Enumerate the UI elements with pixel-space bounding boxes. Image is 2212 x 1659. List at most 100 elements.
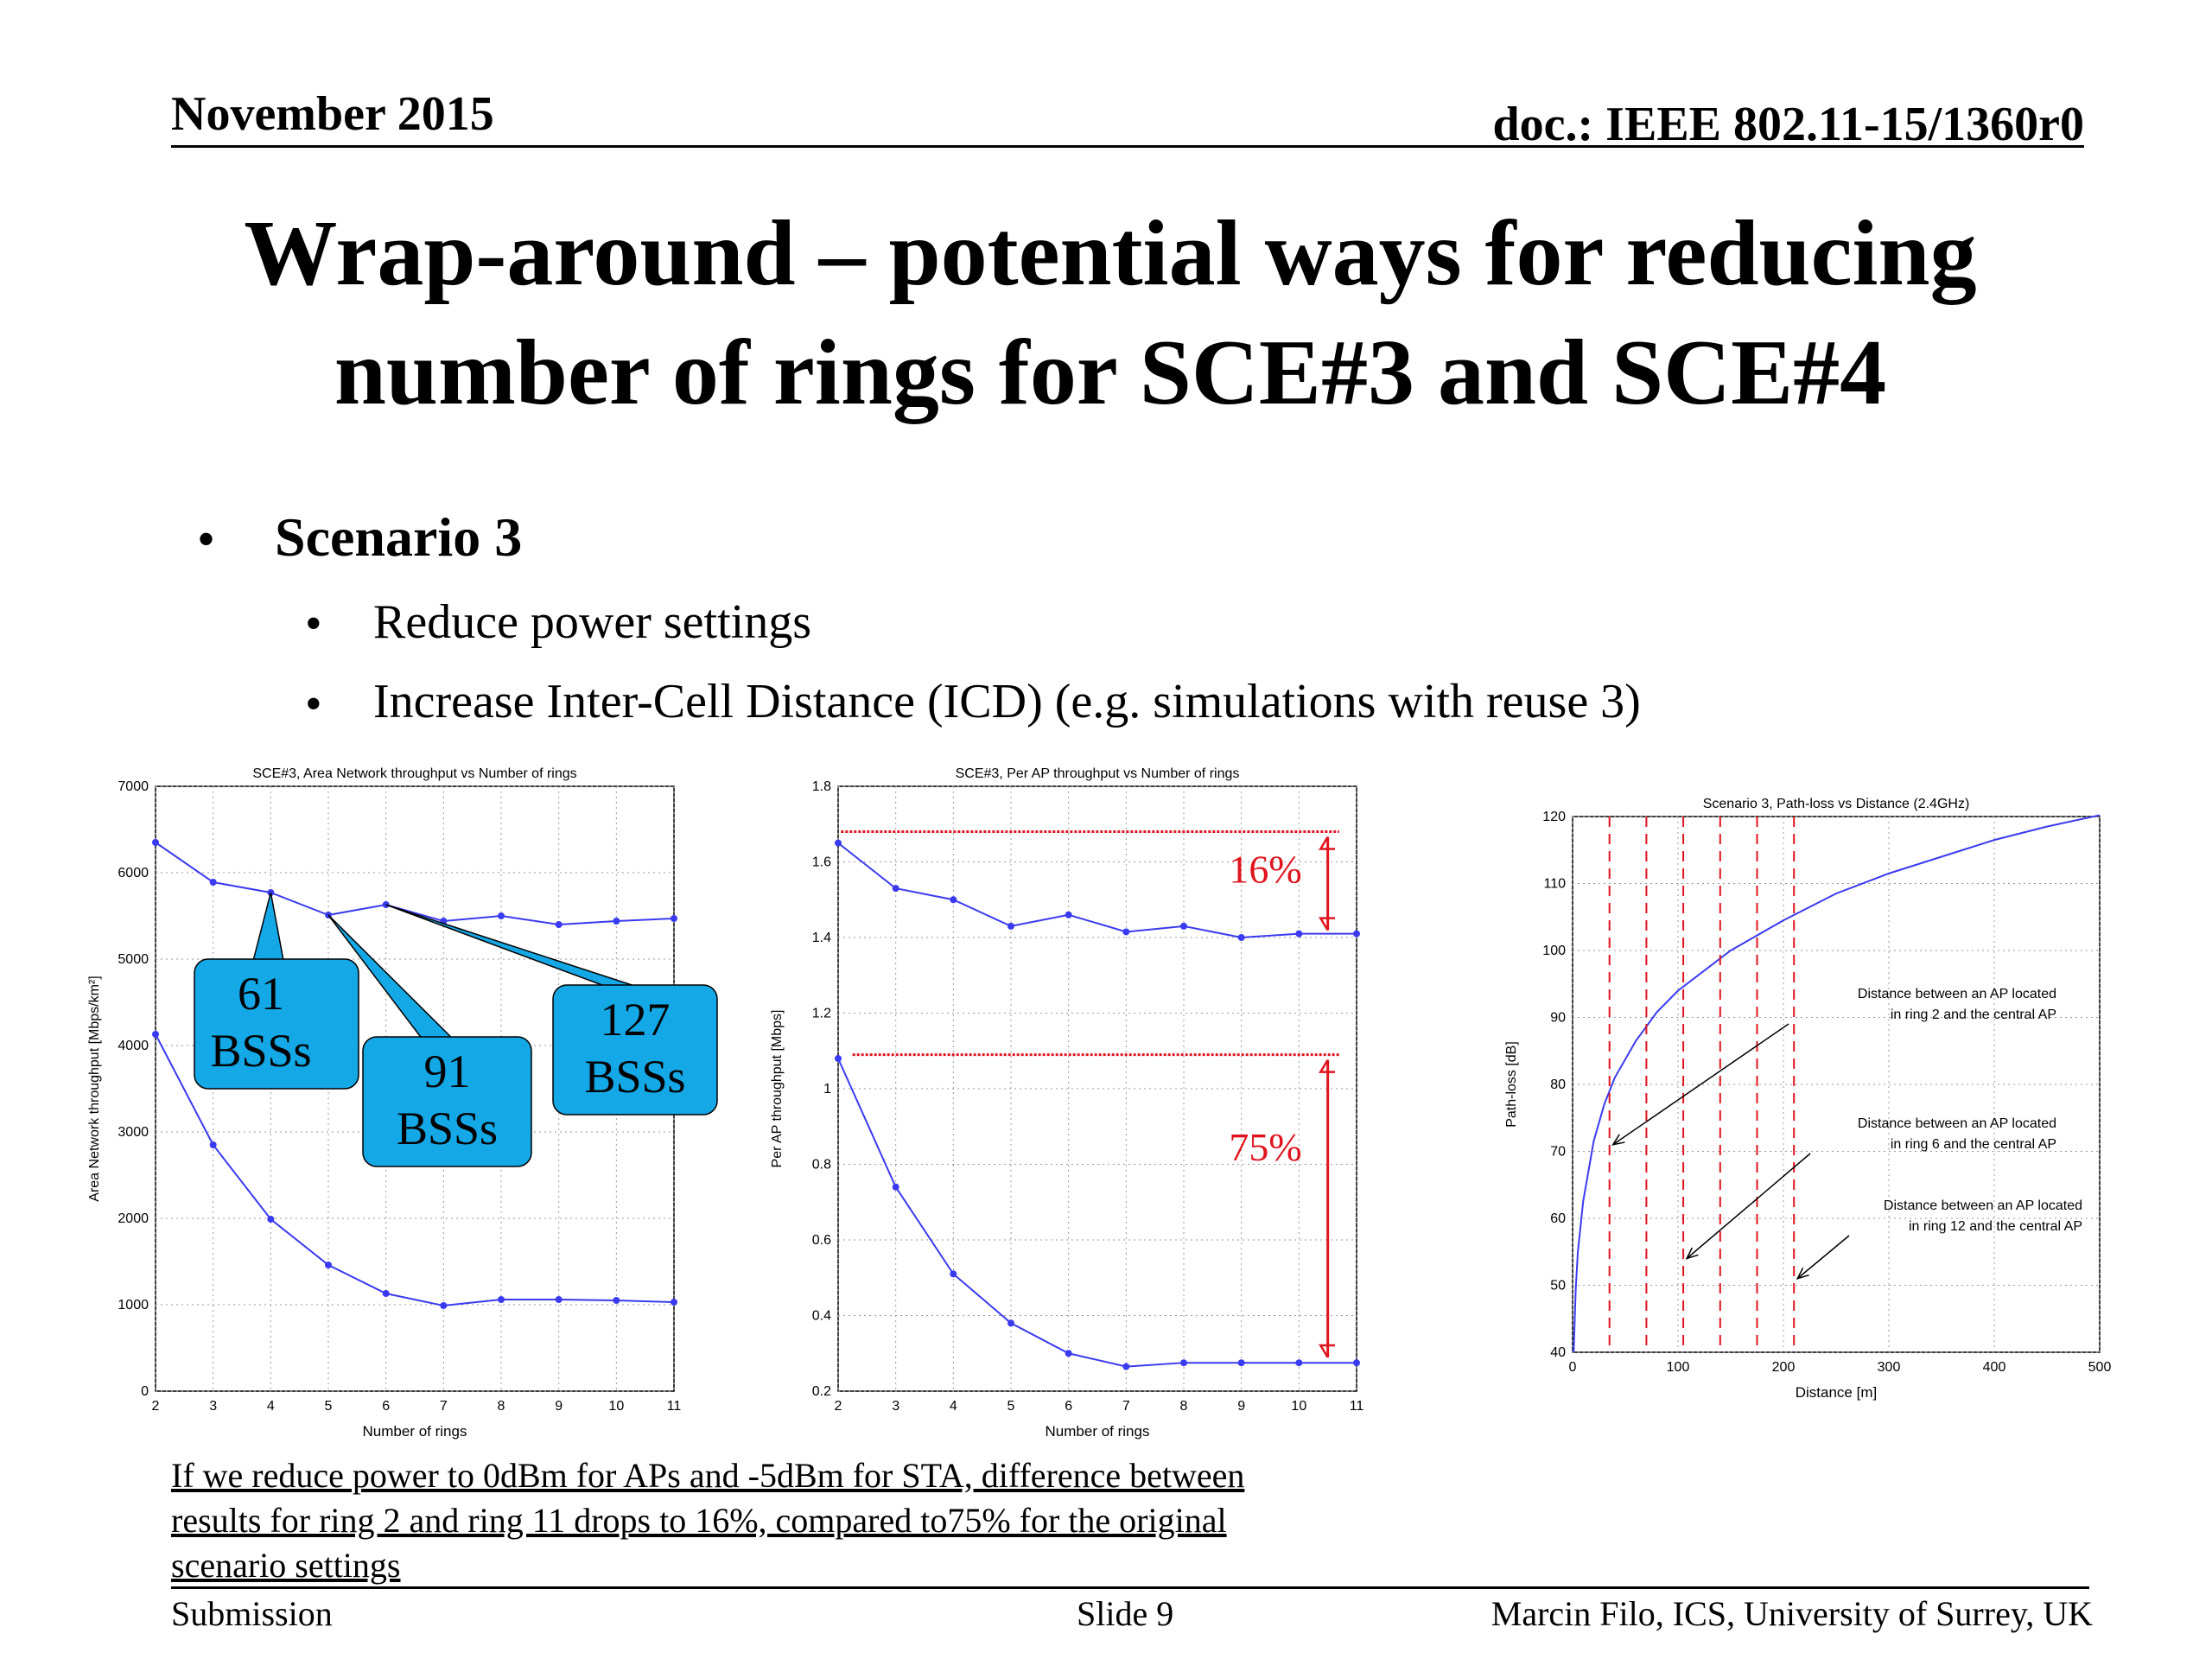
c2-y-axis-label: Per AP throughput [Mbps]	[770, 1010, 785, 1168]
c3-y-tick-label: 60	[1550, 1211, 1566, 1226]
c1-x-tick-label: 5	[325, 1399, 333, 1414]
footer-author: Marcin Filo, ICS, University of Surrey, …	[1491, 1594, 2093, 1633]
c2-data-point	[1007, 1319, 1014, 1327]
callout-label: BSSs	[210, 1025, 311, 1077]
c3-title: Scenario 3, Path-loss vs Distance (2.4GH…	[1703, 797, 1970, 811]
c2-data-point	[1180, 1359, 1187, 1367]
c2-y-tick-label: 1	[823, 1082, 831, 1096]
c1-x-tick-label: 6	[382, 1399, 390, 1414]
c1-data-point	[613, 918, 620, 925]
c1-data-point	[613, 1297, 620, 1304]
c1-data-point	[152, 839, 159, 846]
c2-data-point	[892, 885, 899, 893]
c1-x-tick-label: 2	[152, 1399, 160, 1414]
c1-data-point	[209, 879, 217, 886]
c1-y-tick-label: 3000	[118, 1125, 149, 1140]
arrow-head-up	[1319, 1058, 1336, 1073]
c3-x-tick-label: 400	[1983, 1360, 2006, 1375]
arrow-head	[1685, 1247, 1699, 1260]
c3-y-tick-label: 120	[1542, 810, 1566, 824]
c1-y-tick-label: 2000	[118, 1211, 149, 1226]
c3-x-tick-label: 0	[1569, 1360, 1577, 1375]
c1-x-tick-label: 3	[209, 1399, 217, 1414]
c3-x-tick-label: 100	[1667, 1360, 1690, 1375]
c3-series-line-1	[1573, 814, 2101, 1353]
c3-x-tick-label: 200	[1772, 1360, 1796, 1375]
c1-series-line-2	[155, 1033, 675, 1307]
path-loss-annotation-text: Distance between an AP located	[1884, 1198, 2082, 1213]
c1-x-tick-label: 4	[267, 1399, 275, 1414]
c1-data-point	[671, 1299, 677, 1306]
arrow-head-down	[1319, 1344, 1336, 1358]
c1-y-axis-label: Area Network throughput [Mbps/km²]	[87, 976, 102, 1201]
c2-data-point	[1122, 928, 1130, 936]
c2-x-tick-label: 2	[835, 1399, 842, 1414]
arrow-head-down	[1319, 917, 1336, 931]
path-loss-annotation-text: Distance between an AP located	[1858, 987, 2056, 1001]
c1-x-tick-label: 9	[555, 1399, 563, 1414]
c3-y-tick-label: 70	[1550, 1145, 1566, 1160]
callout-label: BSSs	[584, 1051, 685, 1103]
path-loss-annotation-arrow	[1612, 1023, 1789, 1146]
c3-y-tick-label: 40	[1550, 1345, 1566, 1360]
c2-x-tick-label: 11	[1350, 1399, 1364, 1414]
callout-box	[552, 984, 718, 1116]
c1-data-point	[152, 1031, 159, 1038]
callout-label: 127	[601, 994, 671, 1046]
path-loss-annotation-text: in ring 12 and the central AP	[1909, 1219, 2082, 1234]
c3-x-axis-label: Distance [m]	[1796, 1384, 1877, 1401]
bullet-dot: •	[197, 511, 216, 568]
c2-x-tick-label: 4	[950, 1399, 957, 1414]
c1-x-axis-label: Number of rings	[363, 1423, 467, 1440]
c1-series-line-1	[155, 842, 675, 926]
path-loss-annotation-text: Distance between an AP located	[1858, 1116, 2056, 1131]
c2-y-tick-label: 0.6	[812, 1233, 831, 1248]
path-loss-annotation-text: in ring 2 and the central AP	[1891, 1007, 2056, 1022]
footer-rule	[171, 1586, 2089, 1589]
c2-y-tick-label: 1.8	[812, 779, 831, 794]
c2-data-point	[950, 1270, 957, 1278]
path-loss-annotation-text: in ring 6 and the central AP	[1891, 1137, 2056, 1152]
bullet-scenario: Scenario 3	[275, 506, 523, 568]
header-rule	[171, 145, 2084, 148]
c2-data-point	[1353, 930, 1360, 938]
c2-x-tick-label: 6	[1065, 1399, 1072, 1414]
callout-label: 61	[238, 968, 284, 1020]
c1-x-tick-label: 7	[440, 1399, 448, 1414]
c2-data-point	[892, 1183, 899, 1191]
slide-title: Wrap-around – potential ways for reducin…	[244, 202, 1977, 424]
c1-x-tick-label: 10	[608, 1399, 624, 1414]
c2-data-point	[835, 1055, 842, 1062]
footer-slide-number: Slide 9	[1077, 1594, 1174, 1633]
c2-x-tick-label: 9	[1237, 1399, 1245, 1414]
c3-plot-frame	[1572, 816, 2101, 1353]
c1-y-tick-label: 7000	[118, 779, 149, 794]
c2-x-tick-label: 5	[1007, 1399, 1015, 1414]
chart-path-loss: 0 100 200 300 400 500 40 50 60 70 80 90 100 110 120 Sce…	[1504, 797, 2111, 1401]
c2-data-point	[1065, 911, 1072, 918]
c1-x-tick-label: 11	[667, 1399, 682, 1414]
c1-y-tick-label: 0	[141, 1384, 149, 1399]
difference-label-1: 16%	[1229, 848, 1301, 892]
c2-data-point	[1295, 930, 1303, 938]
c3-y-tick-label: 80	[1550, 1077, 1566, 1092]
c3-y-axis-label: Path-loss [dB]	[1504, 1041, 1519, 1128]
c1-data-point	[498, 1296, 505, 1303]
c2-y-tick-label: 1.6	[812, 855, 831, 870]
bullet-reduce-power: Reduce power settings	[373, 595, 811, 649]
c1-data-point	[671, 915, 677, 922]
c2-data-point	[1237, 934, 1245, 941]
c2-data-point	[950, 896, 957, 904]
callout-label: 91	[424, 1046, 471, 1097]
bullet-dot: •	[305, 597, 322, 651]
callout-label: BSSs	[397, 1103, 498, 1154]
c1-data-point	[267, 1216, 275, 1223]
c2-data-point	[1065, 1350, 1072, 1357]
c1-data-point	[325, 1262, 332, 1268]
c2-y-tick-label: 0.4	[812, 1309, 831, 1324]
c3-y-tick-label: 100	[1542, 944, 1566, 958]
footer-submission: Submission	[171, 1594, 333, 1633]
c1-y-tick-label: 5000	[118, 952, 149, 967]
c2-x-axis-label: Number of rings	[1046, 1423, 1150, 1440]
c2-data-point	[1295, 1359, 1303, 1367]
